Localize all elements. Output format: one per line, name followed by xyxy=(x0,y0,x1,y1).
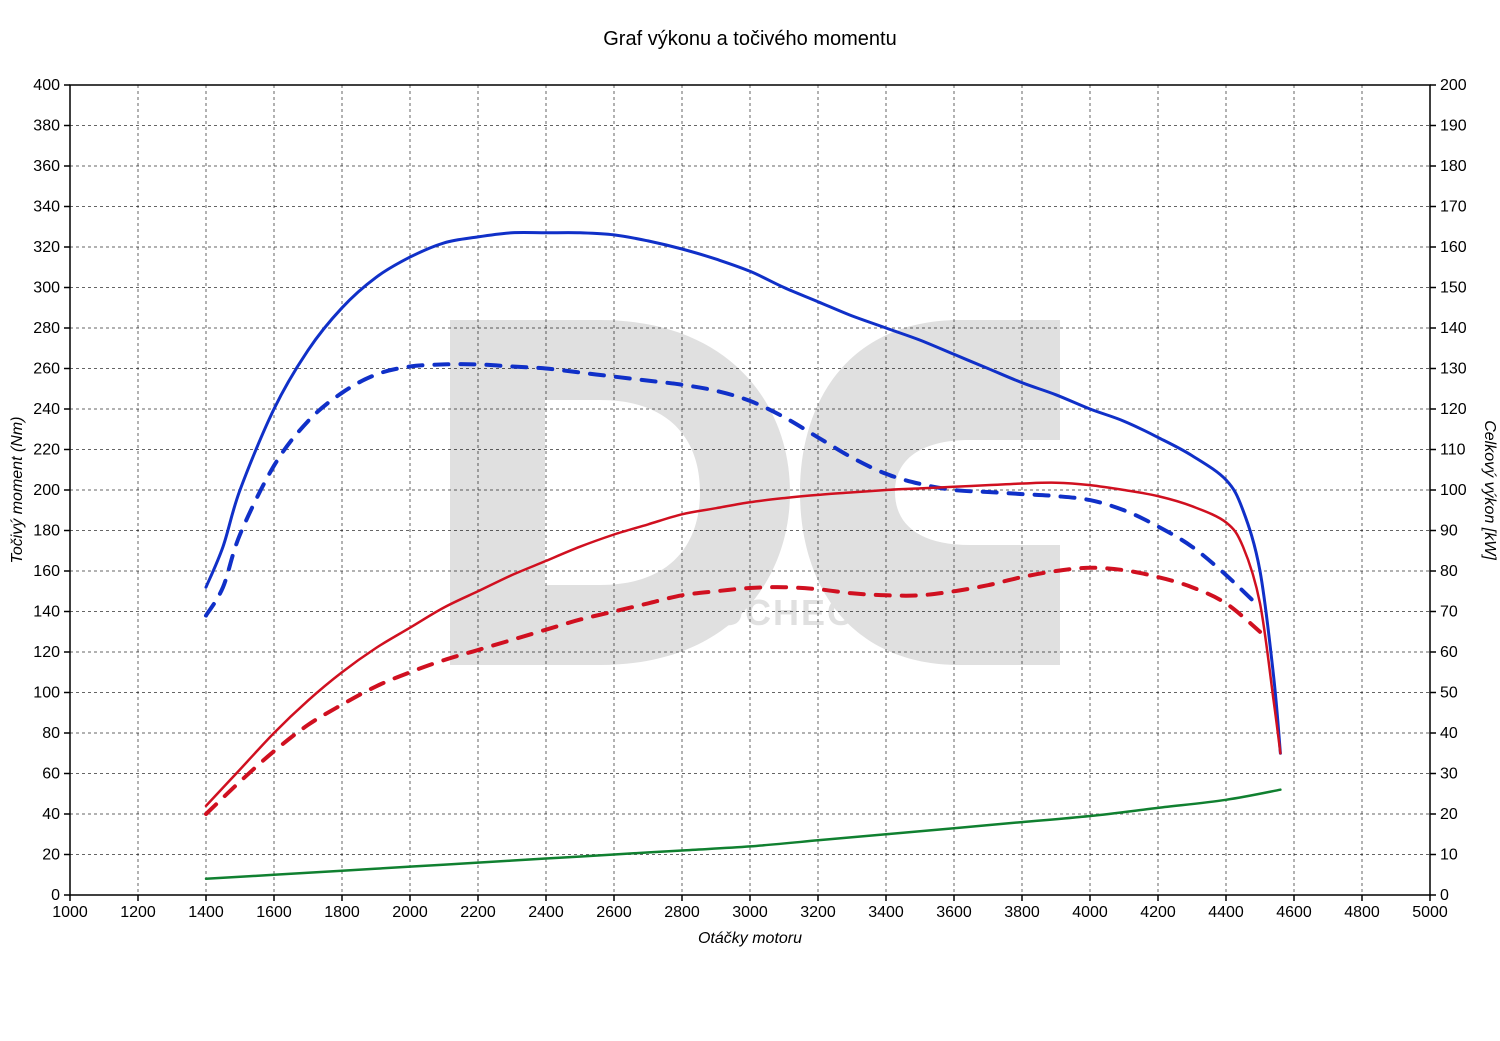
x-tick-label: 4000 xyxy=(1072,904,1108,921)
y-right-tick-label: 100 xyxy=(1440,482,1467,499)
x-tick-label: 3000 xyxy=(732,904,768,921)
x-axis-title: Otáčky motoru xyxy=(698,930,802,947)
y-left-tick-label: 360 xyxy=(33,158,60,175)
chart-title: Graf výkonu a točivého momentu xyxy=(603,28,896,50)
y-left-tick-label: 140 xyxy=(33,604,60,621)
y-left-tick-label: 120 xyxy=(33,644,60,661)
y-left-tick-label: 60 xyxy=(42,766,60,783)
x-tick-label: 4200 xyxy=(1140,904,1176,921)
x-tick-label: 2600 xyxy=(596,904,632,921)
y-left-tick-label: 380 xyxy=(33,118,60,135)
y-left-tick-label: 280 xyxy=(33,320,60,337)
y-left-tick-label: 80 xyxy=(42,725,60,742)
x-tick-label: 1000 xyxy=(52,904,88,921)
y-right-tick-label: 20 xyxy=(1440,806,1458,823)
x-tick-label: 5000 xyxy=(1412,904,1448,921)
x-tick-label: 2200 xyxy=(460,904,496,921)
y-right-tick-label: 160 xyxy=(1440,239,1467,256)
y-left-tick-label: 0 xyxy=(51,887,60,904)
y-left-tick-label: 220 xyxy=(33,442,60,459)
y-right-tick-label: 110 xyxy=(1440,442,1466,459)
y-right-tick-label: 30 xyxy=(1440,766,1458,783)
y-right-tick-label: 80 xyxy=(1440,563,1458,580)
y-left-tick-label: 400 xyxy=(33,77,60,94)
chart-container: WWW.DYNOCHECK.COM10001200140016001800200… xyxy=(0,0,1500,1041)
y-right-tick-label: 140 xyxy=(1440,320,1467,337)
x-tick-label: 2000 xyxy=(392,904,428,921)
x-tick-label: 4400 xyxy=(1208,904,1244,921)
y-left-tick-label: 260 xyxy=(33,361,60,378)
y-left-tick-label: 200 xyxy=(33,482,60,499)
y-right-tick-label: 170 xyxy=(1440,199,1467,216)
x-tick-label: 4800 xyxy=(1344,904,1380,921)
y-left-tick-label: 40 xyxy=(42,806,60,823)
y-left-tick-label: 160 xyxy=(33,563,60,580)
y-right-tick-label: 40 xyxy=(1440,725,1458,742)
x-tick-label: 4600 xyxy=(1276,904,1312,921)
x-tick-label: 2800 xyxy=(664,904,700,921)
x-tick-label: 2400 xyxy=(528,904,564,921)
y-right-tick-label: 50 xyxy=(1440,685,1458,702)
y-left-tick-label: 340 xyxy=(33,199,60,216)
y-right-tick-label: 60 xyxy=(1440,644,1458,661)
x-tick-label: 1200 xyxy=(120,904,156,921)
y-right-tick-label: 150 xyxy=(1440,280,1467,297)
x-tick-label: 1600 xyxy=(256,904,292,921)
x-tick-label: 3200 xyxy=(800,904,836,921)
y-right-tick-label: 180 xyxy=(1440,158,1467,175)
dyno-chart: WWW.DYNOCHECK.COM10001200140016001800200… xyxy=(0,0,1500,1041)
y-left-tick-label: 100 xyxy=(33,685,60,702)
y-left-tick-label: 180 xyxy=(33,523,60,540)
y-left-tick-label: 300 xyxy=(33,280,60,297)
y-right-axis-title: Celkový výkon [kW] xyxy=(1481,420,1498,560)
y-right-tick-label: 90 xyxy=(1440,523,1458,540)
y-right-tick-label: 0 xyxy=(1440,887,1449,904)
y-left-tick-label: 240 xyxy=(33,401,60,418)
x-tick-label: 1400 xyxy=(188,904,224,921)
x-tick-label: 3400 xyxy=(868,904,904,921)
y-right-tick-label: 200 xyxy=(1440,77,1467,94)
x-tick-label: 3800 xyxy=(1004,904,1040,921)
y-right-tick-label: 130 xyxy=(1440,361,1467,378)
y-left-tick-label: 320 xyxy=(33,239,60,256)
x-tick-label: 1800 xyxy=(324,904,360,921)
y-right-tick-label: 120 xyxy=(1440,401,1467,418)
y-right-tick-label: 190 xyxy=(1440,118,1467,135)
y-right-tick-label: 70 xyxy=(1440,604,1458,621)
y-left-axis-title: Točivý moment (Nm) xyxy=(9,417,26,564)
series-loss_green xyxy=(206,790,1280,879)
y-right-tick-label: 10 xyxy=(1440,847,1458,864)
y-left-tick-label: 20 xyxy=(42,847,60,864)
x-tick-label: 3600 xyxy=(936,904,972,921)
